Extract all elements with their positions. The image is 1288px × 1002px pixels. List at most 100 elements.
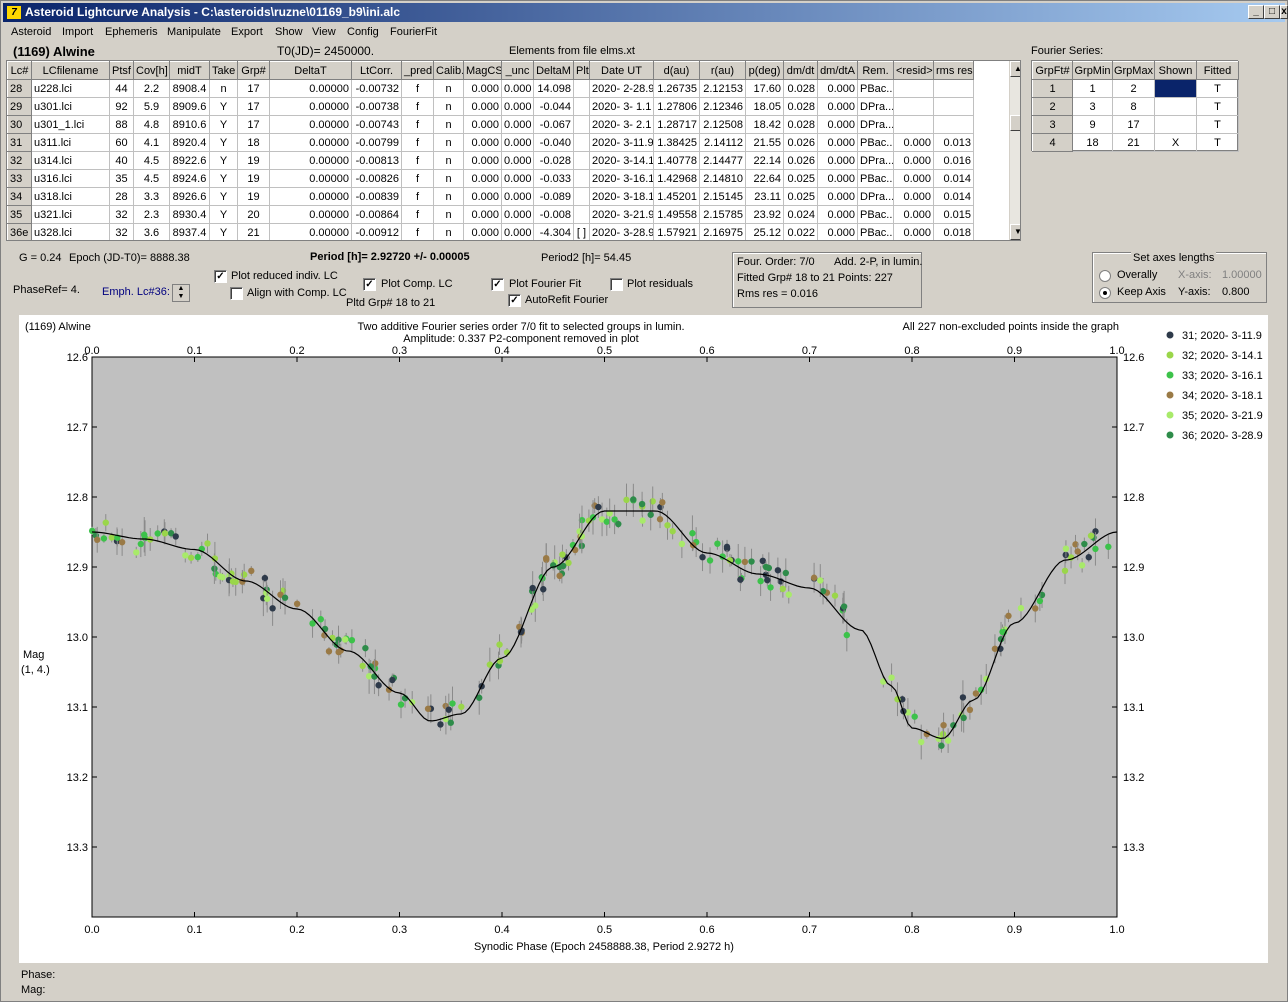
table-cell[interactable]: 33 (7, 169, 32, 188)
table-cell[interactable] (933, 97, 974, 116)
table-cell[interactable]: 0.000 (817, 169, 858, 188)
table-cell[interactable]: 0.000 (463, 79, 502, 98)
table-cell[interactable]: 0.000 (501, 169, 534, 188)
table-cell[interactable]: u328.lci (31, 223, 110, 240)
table-row[interactable]: 28 u228.lci 44 2.2 8908.4 n 17 0.00000 -0.00732 f… (7, 79, 974, 98)
column-header[interactable]: GrpMin (1072, 61, 1113, 80)
maximize-button[interactable]: □ (1264, 5, 1280, 19)
table-cell[interactable]: Y (209, 151, 238, 170)
fourier-cell[interactable]: 8 (1112, 97, 1155, 116)
table-cell[interactable]: 2.15785 (699, 205, 746, 224)
table-cell[interactable]: 2020- 3-21.9 (589, 205, 654, 224)
table-cell[interactable]: -0.00743 (351, 115, 402, 134)
lightcurve-table[interactable]: Lc# LCfilename Ptsf Cov[h] midT Take Grp# Delta… (6, 60, 1021, 241)
table-row[interactable]: 36e u328.lci 32 3.6 8937.4 Y 21 0.00000 -0.00912… (7, 223, 974, 240)
table-cell[interactable]: 4.5 (133, 169, 170, 188)
table-cell[interactable]: Y (209, 133, 238, 152)
table-cell[interactable]: n (433, 97, 464, 116)
table-cell[interactable]: 2.14477 (699, 151, 746, 170)
table-cell[interactable]: -0.089 (533, 187, 574, 206)
table-cell[interactable] (573, 133, 590, 152)
overally-radio[interactable] (1099, 270, 1111, 282)
table-row[interactable]: 30 u301_1.lci 88 4.8 8910.6 Y 17 0.00000 -0.0074… (7, 115, 974, 134)
table-cell[interactable]: 2020- 3- 2.1 (589, 115, 654, 134)
table-cell[interactable]: 4.8 (133, 115, 170, 134)
column-header[interactable]: Take (209, 61, 238, 80)
app-icon[interactable]: 7 (7, 6, 21, 19)
table-cell[interactable]: 19 (237, 169, 270, 188)
table-cell[interactable]: 17.60 (745, 79, 784, 98)
fourier-cell[interactable]: T (1196, 79, 1239, 98)
table-cell[interactable]: n (433, 151, 464, 170)
table-cell[interactable]: 0.000 (501, 133, 534, 152)
table-cell[interactable]: 0.00000 (269, 97, 352, 116)
table-cell[interactable]: 2.12346 (699, 97, 746, 116)
table-cell[interactable]: 1.27806 (653, 97, 700, 116)
table-row[interactable]: 34 u318.lci 28 3.3 8926.6 Y 19 0.00000 -0.00839 f… (7, 187, 974, 206)
table-cell[interactable]: n (433, 133, 464, 152)
table-cell[interactable]: 17 (237, 79, 270, 98)
table-cell[interactable]: 30 (7, 115, 32, 134)
plot-reduced-checkbox[interactable]: ✓ (214, 270, 227, 283)
table-cell[interactable]: u301_1.lci (31, 115, 110, 134)
y-axis-value[interactable]: 0.800 (1222, 286, 1250, 298)
table-cell[interactable]: f (401, 169, 434, 188)
table-cell[interactable]: 0.025 (783, 187, 818, 206)
table-cell[interactable]: 21 (237, 223, 270, 240)
table-cell[interactable]: -4.304 (533, 223, 574, 240)
table-cell[interactable]: 5.9 (133, 97, 170, 116)
table-cell[interactable]: 18.05 (745, 97, 784, 116)
table-cell[interactable]: 25.12 (745, 223, 784, 240)
column-header[interactable]: dm/dtA (817, 61, 858, 80)
table-cell[interactable]: 0.00000 (269, 187, 352, 206)
table-cell[interactable]: 0.00000 (269, 205, 352, 224)
table-cell[interactable]: -0.00839 (351, 187, 402, 206)
table-cell[interactable]: n (433, 187, 464, 206)
table-cell[interactable]: 20 (237, 205, 270, 224)
table-cell[interactable]: -0.067 (533, 115, 574, 134)
table-cell[interactable]: 2020- 3-11.9 (589, 133, 654, 152)
table-cell[interactable]: 0.00000 (269, 133, 352, 152)
table-cell[interactable]: u316.lci (31, 169, 110, 188)
table-cell[interactable]: 0.000 (463, 223, 502, 240)
table-cell[interactable]: 2020- 2-28.9 (589, 79, 654, 98)
table-cell[interactable]: 18.42 (745, 115, 784, 134)
table-cell[interactable]: 1.38425 (653, 133, 700, 152)
table-cell[interactable]: DPra... (857, 151, 894, 170)
table-cell[interactable]: PBac... (857, 205, 894, 224)
table-cell[interactable]: 1.42968 (653, 169, 700, 188)
menu-show[interactable]: Show (275, 26, 303, 38)
table-cell[interactable]: 8937.4 (169, 223, 210, 240)
table-cell[interactable]: 0.000 (501, 151, 534, 170)
table-cell[interactable]: 0.000 (501, 115, 534, 134)
table-cell[interactable]: u311.lci (31, 133, 110, 152)
table-cell[interactable]: 0.016 (933, 151, 974, 170)
table-cell[interactable]: 0.000 (501, 205, 534, 224)
table-cell[interactable]: 0.000 (463, 187, 502, 206)
fourier-cell[interactable]: 1 (1032, 79, 1073, 98)
table-cell[interactable]: 0.000 (817, 205, 858, 224)
table-row[interactable]: 35 u321.lci 32 2.3 8930.4 Y 20 0.00000 -0.00864 f… (7, 205, 974, 224)
fourier-row[interactable]: 4 18 21 X T (1032, 133, 1239, 152)
table-cell[interactable]: f (401, 223, 434, 240)
table-cell[interactable]: 0.028 (783, 79, 818, 98)
column-header[interactable]: LCfilename (31, 61, 110, 80)
table-cell[interactable]: 2020- 3-16.1 (589, 169, 654, 188)
keep-axis-radio[interactable] (1099, 287, 1111, 299)
table-cell[interactable]: 36e (7, 223, 32, 240)
column-header[interactable]: DeltaT (269, 61, 352, 80)
fourier-cell[interactable]: 2 (1112, 79, 1155, 98)
table-cell[interactable]: u321.lci (31, 205, 110, 224)
table-row[interactable]: 33 u316.lci 35 4.5 8924.6 Y 19 0.00000 -0.00826 f… (7, 169, 974, 188)
table-cell[interactable]: 0.000 (893, 223, 934, 240)
table-cell[interactable]: PBac... (857, 79, 894, 98)
table-cell[interactable]: 1.40778 (653, 151, 700, 170)
table-cell[interactable]: 31 (7, 133, 32, 152)
table-cell[interactable]: 0.013 (933, 133, 974, 152)
table-cell[interactable]: 0.000 (501, 223, 534, 240)
table-cell[interactable]: 23.11 (745, 187, 784, 206)
table-cell[interactable]: 8930.4 (169, 205, 210, 224)
table-cell[interactable]: 0.000 (463, 97, 502, 116)
